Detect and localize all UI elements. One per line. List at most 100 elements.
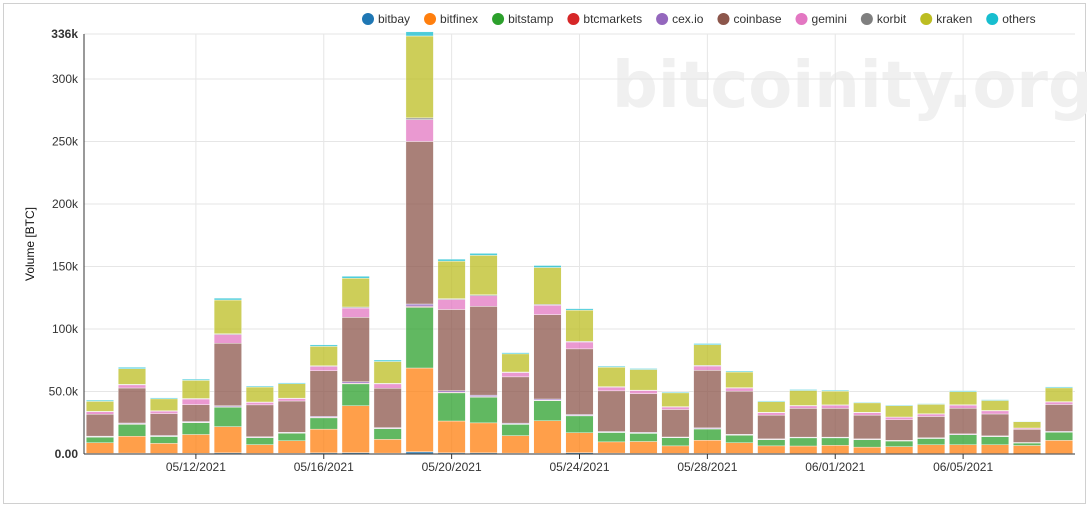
bar-segment-coinbase [469, 306, 498, 396]
legend-label-coinbase[interactable]: coinbase [733, 12, 781, 26]
bar-segment-kraken [821, 390, 850, 406]
y-tick-label: 250k [52, 135, 79, 149]
bar-segment-kraken [405, 35, 434, 119]
bar-segment-coinbase [309, 370, 338, 417]
bar-segment-gemini [629, 390, 658, 394]
bar-segment-bitstamp [1045, 432, 1073, 441]
legend-marker-gemini[interactable] [795, 13, 808, 25]
legend-label-kraken[interactable]: kraken [936, 12, 972, 26]
legend-label-korbit[interactable]: korbit [877, 12, 907, 26]
bar-segment-bitstamp [693, 428, 722, 441]
bar-segment-bitstamp [341, 383, 370, 406]
bar-segment-bitfinex [245, 444, 274, 454]
bar-segment-gemini [917, 413, 946, 417]
bar-segment-gemini [213, 334, 242, 344]
bar-segment-korbit [405, 117, 434, 120]
bar-segment-kraken [661, 392, 690, 407]
legend-label-cex-io[interactable]: cex.io [672, 12, 704, 26]
bar-segment-coinbase [1013, 429, 1041, 443]
bar-segment-bitstamp [533, 400, 562, 421]
bars [86, 31, 1073, 455]
bar-segment-bitstamp [661, 437, 690, 447]
watermark: bitcoinity.org [612, 49, 1087, 123]
bar-segment-coinbase [629, 393, 658, 433]
bar-segment-gemini [693, 365, 722, 371]
bar-segment-coinbase [821, 408, 850, 438]
y-tick-label: 0.00 [55, 447, 79, 461]
bar-segment-kraken [629, 369, 658, 391]
legend-marker-bitfinex[interactable] [424, 13, 437, 25]
legend-marker-kraken[interactable] [920, 13, 933, 25]
bar-segment-coinbase [757, 414, 786, 440]
bar-segment-bitfinex [565, 432, 594, 453]
legend-marker-cex-io[interactable] [656, 13, 669, 25]
legend-marker-bitstamp[interactable] [492, 13, 505, 25]
legend-label-bitbay[interactable]: bitbay [378, 12, 410, 26]
bar-segment-gemini [853, 412, 882, 416]
y-tick-label: 200k [52, 197, 79, 211]
legend: bitbay bitfinex bitstamp btcmarkets cex.io co… [362, 12, 1036, 26]
legend-label-gemini[interactable]: gemini [812, 12, 847, 26]
bar-segment-bitfinex [469, 422, 498, 454]
bar-segment-bitstamp [789, 437, 818, 447]
bar-segment-kraken [245, 386, 274, 403]
bar-segment-kraken [789, 390, 818, 406]
legend-label-bitstamp[interactable]: bitstamp [508, 12, 554, 26]
bar-segment-bitstamp [86, 436, 114, 443]
legend-label-others[interactable]: others [1002, 12, 1035, 26]
bar-segment-bitstamp [981, 436, 1010, 445]
bar-segment-others [597, 366, 626, 368]
bar-segment-kraken [693, 344, 722, 366]
bar-segment-bitstamp [181, 422, 210, 435]
bar-segment-others [533, 265, 562, 268]
legend-marker-coinbase[interactable] [717, 13, 730, 25]
bar-segment-bitstamp [118, 424, 146, 437]
bar-segment-coinbase [405, 141, 434, 305]
bar-segment-gemini [661, 406, 690, 410]
legend-marker-korbit[interactable] [860, 13, 873, 25]
bar-segment-bitfinex [405, 367, 434, 452]
bar-segment-gemini [149, 410, 178, 414]
bar-segment-coinbase [693, 370, 722, 429]
y-axis-title: Volume [BTC] [23, 207, 37, 281]
bar-segment-others [149, 397, 178, 400]
bar-segment-others [565, 308, 594, 311]
bar-segment-bitfinex [118, 436, 146, 454]
y-tick-label: 150k [52, 260, 79, 274]
bar-segment-bitstamp [853, 439, 882, 448]
bar-segment-others [501, 352, 530, 355]
bar-segment-bitfinex [501, 435, 530, 454]
bar-segment-kraken [853, 402, 882, 413]
legend-marker-btcmarkets[interactable] [567, 13, 580, 25]
bar-segment-gemini [437, 299, 466, 310]
bar-segment-others [118, 367, 146, 369]
bar-segment-bitfinex [725, 442, 754, 454]
legend-marker-bitbay[interactable] [362, 13, 374, 25]
bar-segment-others [277, 382, 306, 384]
legend-marker-others[interactable] [986, 13, 999, 25]
bar-segment-coinbase [373, 388, 402, 428]
bar-segment-gemini [341, 307, 370, 318]
bar-segment-bitstamp [565, 415, 594, 433]
bar-segment-bitfinex [181, 434, 210, 454]
legend-label-bitfinex[interactable]: bitfinex [440, 12, 478, 26]
bar-segment-others [725, 370, 754, 373]
bar-segment-kraken [917, 404, 946, 414]
legend-label-btcmarkets[interactable]: btcmarkets [583, 12, 642, 26]
bar-segment-bitstamp [213, 407, 242, 427]
bar-segment-bitfinex [309, 428, 338, 454]
bar-segment-bitstamp [373, 428, 402, 440]
bar-segment-coinbase [661, 409, 690, 438]
bar-segment-gemini [118, 384, 146, 389]
bar-segment-coinbase [501, 376, 530, 424]
bar-segment-gemini [789, 405, 818, 409]
bar-segment-bitfinex [1013, 445, 1041, 454]
bar-segment-coinbase [245, 404, 274, 437]
bar-segment-others [917, 403, 946, 405]
y-tick-label: 100k [52, 322, 79, 336]
bar-segment-kraken [149, 398, 178, 411]
bar-segment-bitstamp [405, 307, 434, 369]
bar-segment-kraken [981, 400, 1010, 411]
bar-segment-coinbase [725, 390, 754, 435]
bar-segment-bitstamp [917, 438, 946, 445]
